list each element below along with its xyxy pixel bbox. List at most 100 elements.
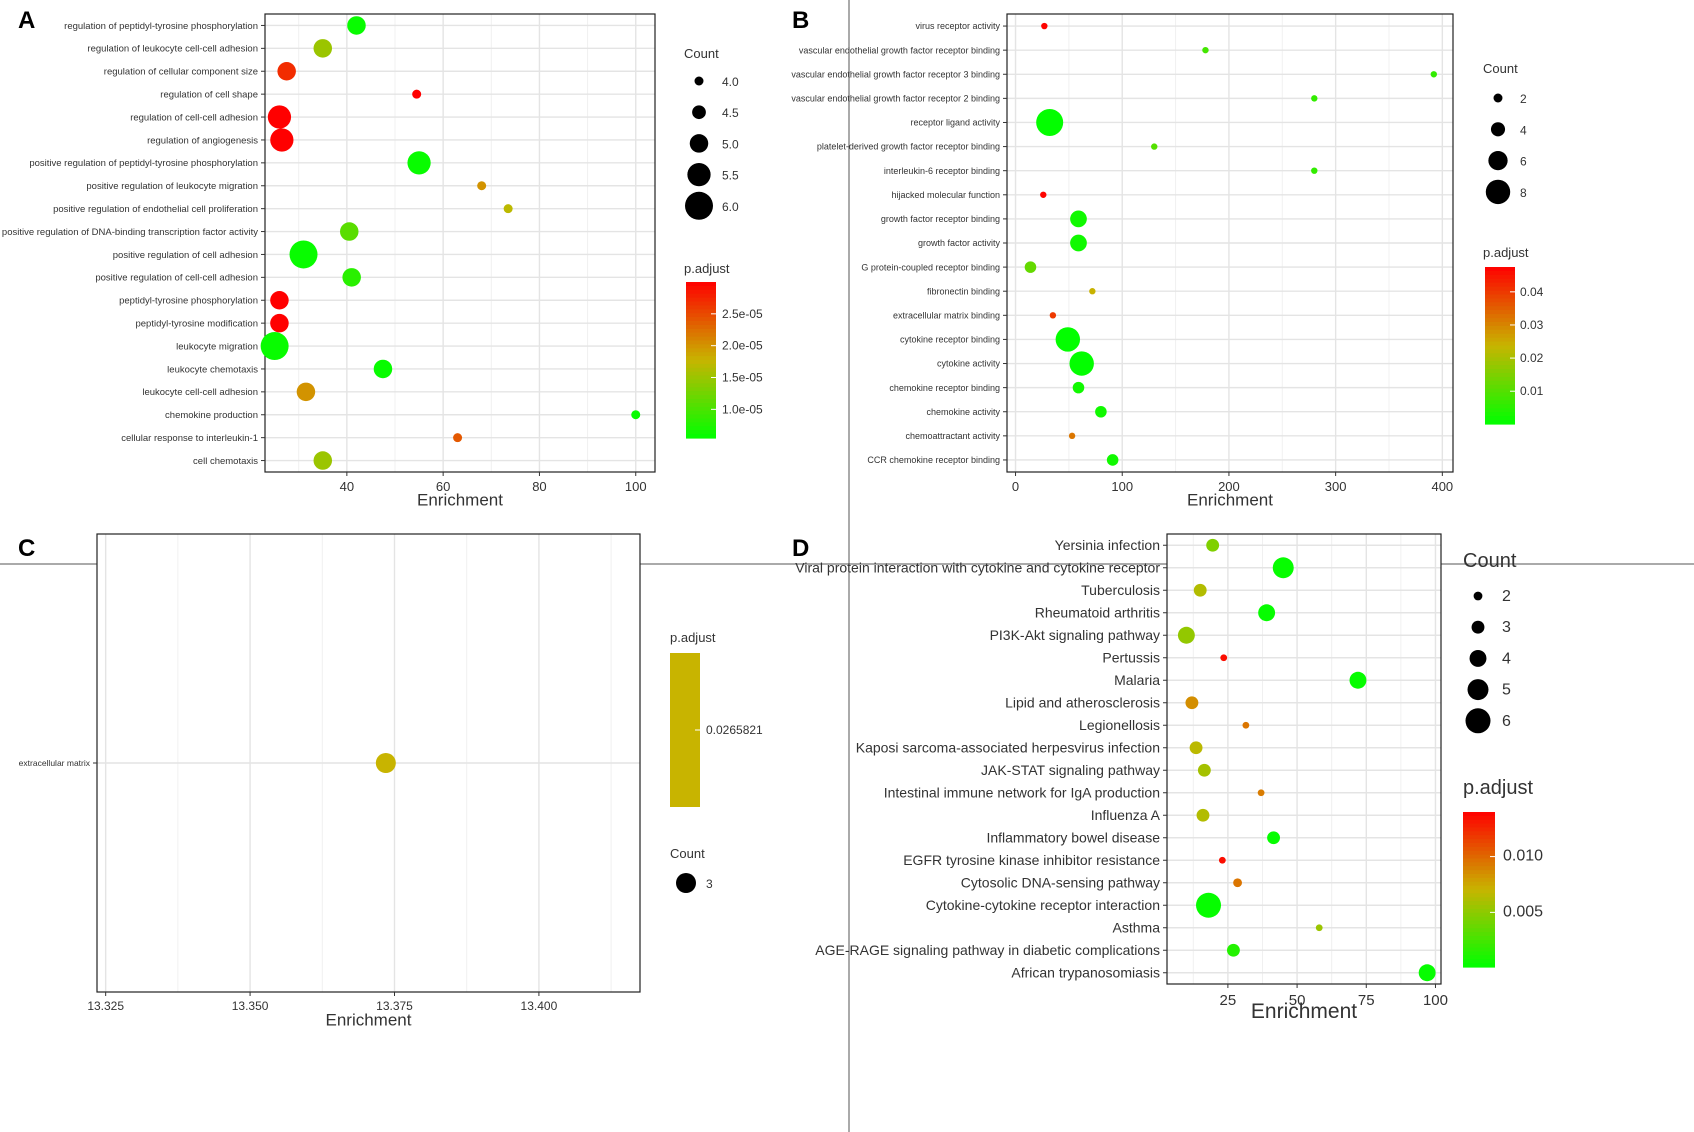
- x-axis-label: Enrichment: [417, 490, 503, 509]
- category-label: JAK-STAT signaling pathway: [981, 762, 1160, 778]
- colorbar-strip: [1485, 372, 1515, 378]
- colorbar-strip: [1485, 365, 1515, 370]
- category-label: EGFR tyrosine kinase inhibitor resistanc…: [903, 852, 1160, 868]
- category-label: leukocyte cell-cell adhesion: [142, 387, 258, 398]
- data-point: [1418, 964, 1436, 982]
- category-label: Intestinal immune network for IgA produc…: [884, 785, 1160, 801]
- category-label: chemoattractant activity: [905, 431, 1000, 441]
- colorbar-strip: [686, 289, 716, 295]
- data-point: [1089, 288, 1096, 295]
- data-point: [313, 451, 333, 470]
- category-label: chemokine receptor binding: [889, 383, 1000, 393]
- category-label: virus receptor activity: [915, 21, 1000, 31]
- panel-d-chart: D Yersinia infection Viral protein interac…: [792, 533, 1543, 1023]
- category-label: regulation of leukocyte cell-cell adhesi…: [87, 44, 258, 55]
- colorbar-strip: [1485, 384, 1515, 390]
- count-legend-dot: [692, 105, 706, 120]
- category-label: CCR chemokine receptor binding: [867, 455, 1000, 465]
- colorbar-strip: [686, 383, 716, 388]
- count-legend-dot: [1488, 150, 1508, 171]
- padjust-legend-label: 0.01: [1520, 384, 1544, 398]
- count-legend-dot: [1467, 679, 1489, 701]
- colorbar-strip: [1485, 396, 1515, 402]
- data-point: [277, 62, 296, 81]
- colorbar-strip: [1463, 936, 1495, 941]
- count-legend-dot: [1473, 591, 1483, 601]
- padjust-legend-label: 0.04: [1520, 285, 1544, 299]
- data-point: [407, 151, 431, 175]
- data-point: [270, 313, 289, 333]
- colorbar-strip: [1485, 318, 1515, 323]
- count-legend-dot: [1485, 179, 1511, 205]
- data-point: [1315, 924, 1323, 932]
- colorbar-strip: [1485, 380, 1515, 386]
- count-legend-title: Count: [670, 846, 705, 861]
- x-tick-label: 13.375: [376, 999, 413, 1013]
- category-label: Cytosolic DNA-sensing pathway: [961, 875, 1160, 891]
- colorbar-strip: [686, 360, 716, 365]
- colorbar-strip: [1485, 388, 1515, 394]
- data-point: [1196, 808, 1210, 822]
- padjust-legend-title: p.adjust: [684, 261, 730, 276]
- data-point: [1177, 626, 1195, 644]
- x-axis-label: Enrichment: [326, 1010, 412, 1029]
- colorbar-strip: [1463, 932, 1495, 937]
- plot-area: [265, 14, 655, 472]
- colorbar-strip: [686, 352, 716, 357]
- x-tick-label: 50: [1289, 992, 1306, 1009]
- data-point: [1151, 143, 1158, 150]
- colorbar-strip: [1463, 881, 1495, 887]
- x-tick-label: 100: [1423, 992, 1448, 1009]
- data-point: [1226, 943, 1240, 957]
- count-legend-label: 4: [1502, 650, 1511, 667]
- colorbar-strip: [1463, 815, 1495, 821]
- category-label: Rheumatoid arthritis: [1035, 605, 1160, 621]
- colorbar-strip: [1485, 286, 1515, 292]
- category-label: cellular response to interleukin-1: [121, 433, 258, 444]
- colorbar-strip: [686, 297, 716, 303]
- colorbar-strip: [1463, 835, 1495, 840]
- x-tick-label: 100: [1111, 479, 1133, 494]
- colorbar-strip: [1485, 412, 1515, 417]
- data-point: [1197, 763, 1211, 777]
- count-legend-dot: [1471, 620, 1485, 634]
- colorbar-strip: [686, 309, 716, 314]
- colorbar-strip: [686, 332, 716, 338]
- colorbar-strip: [686, 321, 716, 326]
- category-label: Yersinia infection: [1055, 537, 1160, 553]
- colorbar-strip: [1463, 916, 1495, 922]
- category-label: Viral protein interaction with cytokine …: [795, 560, 1160, 576]
- x-axis-label: Enrichment: [1251, 1000, 1357, 1023]
- colorbar-strip: [1463, 901, 1495, 906]
- colorbar-strip: [686, 422, 716, 427]
- data-point: [1070, 210, 1087, 228]
- colorbar-strip: [1463, 877, 1495, 883]
- data-point: [1196, 892, 1222, 918]
- padjust-legend-label: 2.5e-05: [722, 307, 763, 321]
- colorbar-strip: [686, 430, 716, 435]
- data-point: [1185, 696, 1199, 710]
- colorbar-strip: [1485, 353, 1515, 358]
- colorbar-strip: [1463, 905, 1495, 910]
- x-tick-label: 60: [436, 479, 450, 494]
- colorbar-strip: [1485, 321, 1515, 327]
- colorbar-strip: [1485, 341, 1515, 347]
- x-tick-label: 400: [1431, 479, 1453, 494]
- count-legend-title: Count: [1483, 61, 1518, 76]
- count-legend-label: 4: [1520, 123, 1527, 137]
- count-legend-dot: [689, 134, 709, 153]
- colorbar-strip: [1463, 920, 1495, 925]
- count-legend-dot: [1469, 649, 1487, 667]
- category-label: positive regulation of cell-cell adhesio…: [95, 273, 258, 284]
- data-point: [1272, 557, 1294, 579]
- data-point: [1049, 312, 1057, 319]
- category-label: vascular endothelial growth factor recep…: [799, 45, 1000, 55]
- x-tick-label: 300: [1325, 479, 1347, 494]
- colorbar-strip: [686, 375, 716, 381]
- data-point: [1218, 856, 1226, 864]
- colorbar-strip: [1463, 854, 1495, 860]
- colorbar-strip: [1463, 943, 1495, 949]
- colorbar-strip: [1485, 325, 1515, 331]
- colorbar-strip: [1485, 392, 1515, 398]
